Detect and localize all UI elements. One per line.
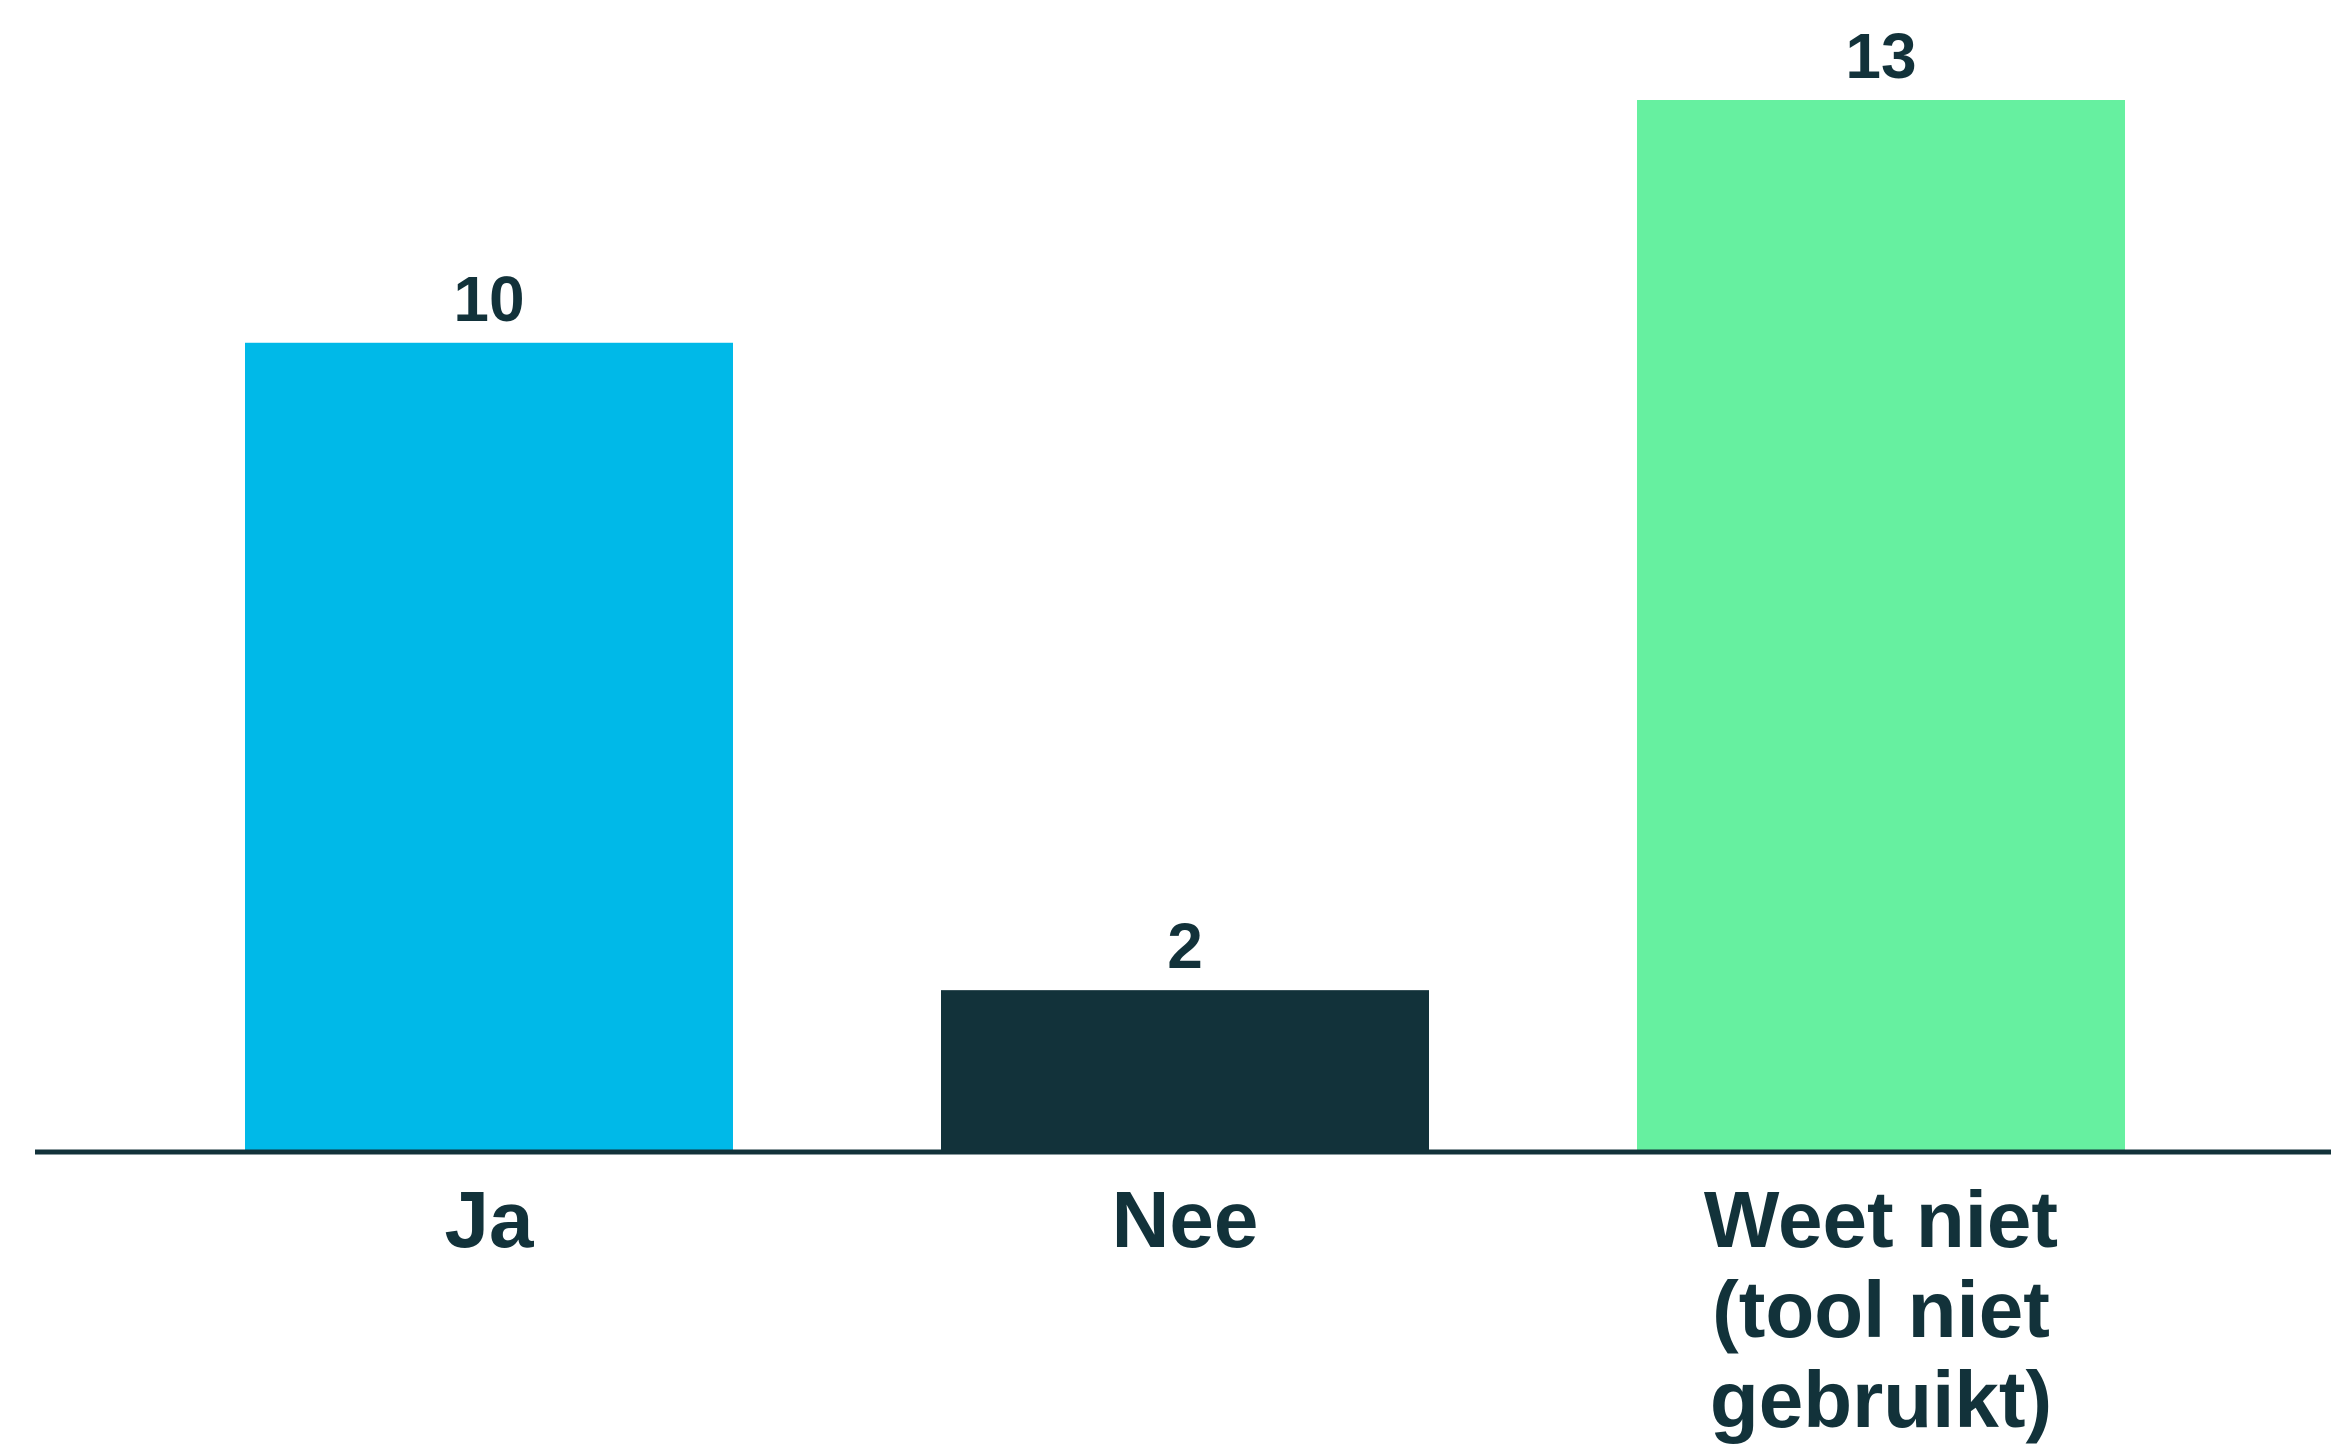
category-labels-group: Ja Nee Weet niet (tool niet gebruikt)	[445, 1175, 2059, 1444]
value-label-ja: 10	[453, 263, 524, 335]
category-label-weet-niet: Weet niet (tool niet gebruikt)	[1704, 1175, 2058, 1444]
category-label-line: Weet niet	[1704, 1175, 2058, 1264]
category-label-ja: Ja	[445, 1175, 534, 1264]
bar-ja	[245, 342, 733, 1152]
value-label-weet-niet: 13	[1845, 20, 1916, 92]
bar-nee	[941, 990, 1429, 1152]
category-label-line: Nee	[1112, 1175, 1259, 1264]
bar-weet-niet	[1637, 100, 2125, 1152]
category-label-line: (tool niet	[1712, 1265, 2050, 1354]
category-label-line: Ja	[445, 1175, 534, 1264]
bars-group	[245, 100, 2125, 1152]
value-labels-group: 10 2 13	[453, 20, 1916, 982]
category-label-nee: Nee	[1112, 1175, 1259, 1264]
category-label-line: gebruikt)	[1710, 1355, 2052, 1444]
value-label-nee: 2	[1167, 910, 1203, 982]
